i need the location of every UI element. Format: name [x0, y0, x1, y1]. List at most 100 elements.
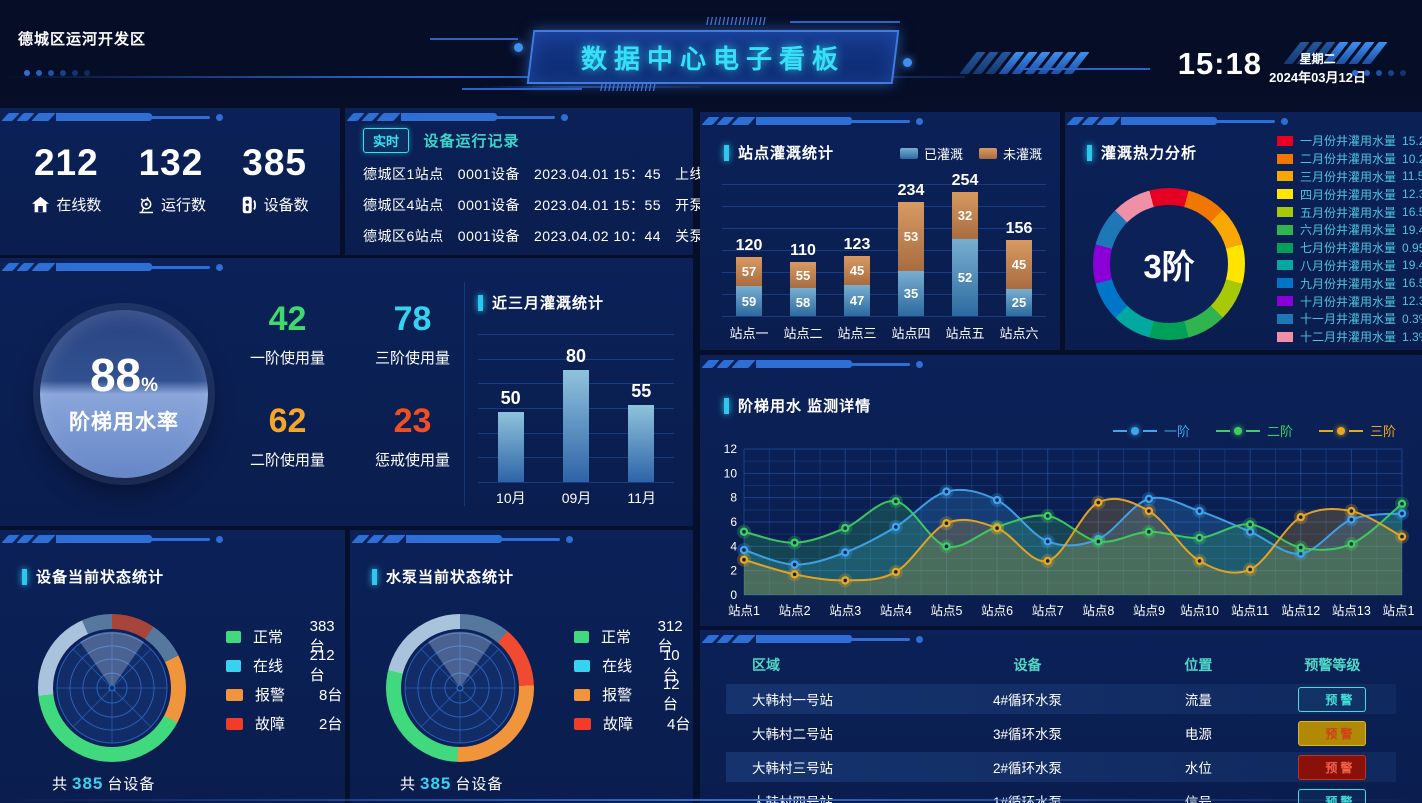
panel-decoration [351, 533, 573, 545]
pump-status-radar[interactable] [386, 614, 534, 762]
log-row: 德城区4站点 0001设备 2023.04.01 15：55 开泵 [363, 195, 704, 215]
donut-legend-item[interactable]: 三月份井灌用水量 11.5% [1277, 168, 1422, 186]
legend-value: 16.5% [1402, 276, 1422, 291]
legend-label: 正常 [601, 629, 632, 646]
legend-value: 12.3% [1402, 294, 1422, 309]
alarm-table-header: 区域 设备 位置 预警等级 [726, 650, 1396, 680]
legend-item[interactable]: 未灌溉 [978, 144, 1042, 163]
bar-total-label: 110 [790, 242, 816, 260]
legend-label: 七月份井灌用水量 [1300, 241, 1397, 256]
legend-swatch [574, 659, 591, 672]
bar-group[interactable]: 234 53 35 [896, 182, 926, 316]
cell-area: 大韩村一号站 [752, 693, 833, 708]
legend-label: 报警 [255, 687, 286, 704]
panel-decoration [1, 261, 223, 273]
legend-swatch [1277, 296, 1293, 307]
tier-monitor-line-chart[interactable]: 0 2 4 6 8 10 12 站点1 站点2 站点3 站点4 站点5 站点6 站点7 站点8 站点9 站点10… [708, 443, 1414, 621]
donut-legend-item[interactable]: 十一月井灌用水量 0.3% [1277, 310, 1422, 328]
bar-value-label: 55 [631, 381, 652, 401]
station-irrigation-title: 站点灌溉统计 [724, 142, 834, 163]
x-label: 09月 [561, 490, 592, 506]
line-legend-item[interactable]: 一阶 [1112, 421, 1190, 440]
tier-stat-value: 23 [393, 402, 432, 440]
svg-text:0: 0 [730, 588, 737, 602]
donut-legend-item[interactable]: 十月份井灌用水量 12.3% [1277, 292, 1422, 310]
donut-legend-item[interactable]: 六月份井灌用水量 19.4% [1277, 221, 1422, 239]
heat-analysis-title: 灌溉热力分析 [1087, 142, 1197, 163]
bar-group[interactable]: 80 [562, 346, 589, 482]
header-bracket-top [790, 21, 900, 23]
bar-value-label: 80 [565, 346, 586, 366]
status-legend-item[interactable]: 正常 312台 [574, 618, 693, 655]
svg-text:2: 2 [730, 564, 737, 578]
bar-segment-lower: 58 [790, 288, 816, 316]
donut-legend-item[interactable]: 十二月井灌用水量 1.3% [1277, 328, 1422, 346]
donut-legend-item[interactable]: 七月份井灌用水量 0.95% [1277, 239, 1422, 257]
title-dot-right [903, 58, 912, 67]
status-legend-item[interactable]: 报警 8台 [226, 680, 345, 709]
legend-count: 12台 [662, 675, 680, 713]
bar-value-label: 50 [500, 388, 521, 408]
donut-legend-item[interactable]: 一月份井灌用水量 15.2% [1277, 132, 1422, 150]
legend-value: 10.25 [1402, 151, 1422, 166]
legend-label: 在线 [602, 658, 633, 675]
recent-months-xlabels: 10月 09月 11月 [478, 488, 674, 508]
legend-swatch [899, 148, 918, 159]
legend-value: 12.3% [1402, 187, 1422, 202]
status-legend-item[interactable]: 故障 4台 [574, 709, 693, 738]
header-dots-left [24, 70, 90, 76]
legend-swatch [226, 659, 242, 672]
bar-group[interactable]: 50 [497, 388, 524, 482]
stacked-bar-legend: 已灌溉 未灌溉 [899, 144, 1042, 163]
bar-group[interactable]: 123 45 47 [842, 236, 872, 316]
legend-line [1215, 429, 1230, 432]
warning-button[interactable]: 预警 [1298, 754, 1367, 780]
line-legend-item[interactable]: 三阶 [1318, 421, 1396, 440]
rate-label: 阶梯用水率 [69, 411, 179, 434]
donut-legend-item[interactable]: 五月份井灌用水量 16.5% [1277, 203, 1422, 221]
device-status-radar[interactable] [38, 614, 186, 762]
legend-line [1112, 429, 1127, 432]
svg-text:站点13: 站点13 [1332, 604, 1371, 618]
tier-stat: 62 二阶使用量 [238, 402, 337, 470]
panel-station-irrigation: 站点灌溉统计 已灌溉 未灌溉 120 57 59 110 55 58 123 45 47 234 53… [700, 112, 1060, 350]
status-legend-item[interactable]: 报警 12台 [574, 676, 693, 713]
header-slashes-bottom: ////////////// [600, 82, 657, 94]
heat-donut-chart[interactable]: 3阶 [1093, 188, 1245, 340]
warning-button[interactable]: 预警 [1298, 686, 1367, 712]
donut-legend-item[interactable]: 八月份井灌用水量 19.4% [1277, 257, 1422, 275]
legend-item[interactable]: 已灌溉 [899, 144, 963, 163]
tier-stat: 23 惩戒使用量 [363, 402, 462, 470]
svg-text:站点2: 站点2 [779, 604, 811, 618]
line-legend-item[interactable]: 二阶 [1215, 421, 1293, 440]
donut-legend-item[interactable]: 九月份井灌用水量 16.5% [1277, 274, 1422, 292]
status-legend-item[interactable]: 正常 383台 [226, 618, 345, 655]
bar-group[interactable]: 120 57 59 [734, 237, 764, 316]
warning-button[interactable]: 预警 [1298, 720, 1367, 746]
bar-group[interactable]: 156 45 25 [1004, 220, 1034, 316]
bar-group[interactable]: 55 [628, 381, 655, 482]
donut-legend-item[interactable]: 四月份井灌用水量 12.3% [1277, 185, 1422, 203]
water-rate-gauge: 88% 阶梯用水率 [40, 310, 208, 478]
recent-months-title: 近三月灌溉统计 [478, 292, 604, 313]
cell-position: 流量 [1184, 693, 1212, 708]
bar [497, 412, 524, 482]
log-datetime: 2023.04.01 15：45 [533, 166, 662, 182]
status-legend-item[interactable]: 故障 2台 [226, 709, 345, 738]
realtime-badge[interactable]: 实时 [363, 128, 410, 153]
legend-line [1348, 429, 1363, 432]
legend-swatch [1277, 313, 1293, 324]
x-label: 站点六 [999, 326, 1039, 341]
status-legend-item[interactable]: 在线 212台 [226, 647, 345, 684]
bar-group[interactable]: 110 55 58 [788, 242, 818, 316]
bar-group[interactable]: 254 32 52 [950, 172, 980, 316]
legend-label: 三阶 [1369, 424, 1396, 439]
stat-running-label: 运行数 [160, 197, 206, 214]
tier-monitor-title: 阶梯用水 监测详情 [724, 395, 871, 416]
donut-legend-item[interactable]: 二月份井灌用水量 10.25 [1277, 150, 1422, 168]
legend-swatch [978, 148, 997, 159]
title-accent [724, 397, 729, 414]
table-header-cell: 位置 [1184, 657, 1213, 673]
legend-count: 8台 [319, 687, 343, 704]
status-legend-item[interactable]: 在线 10台 [574, 647, 693, 684]
